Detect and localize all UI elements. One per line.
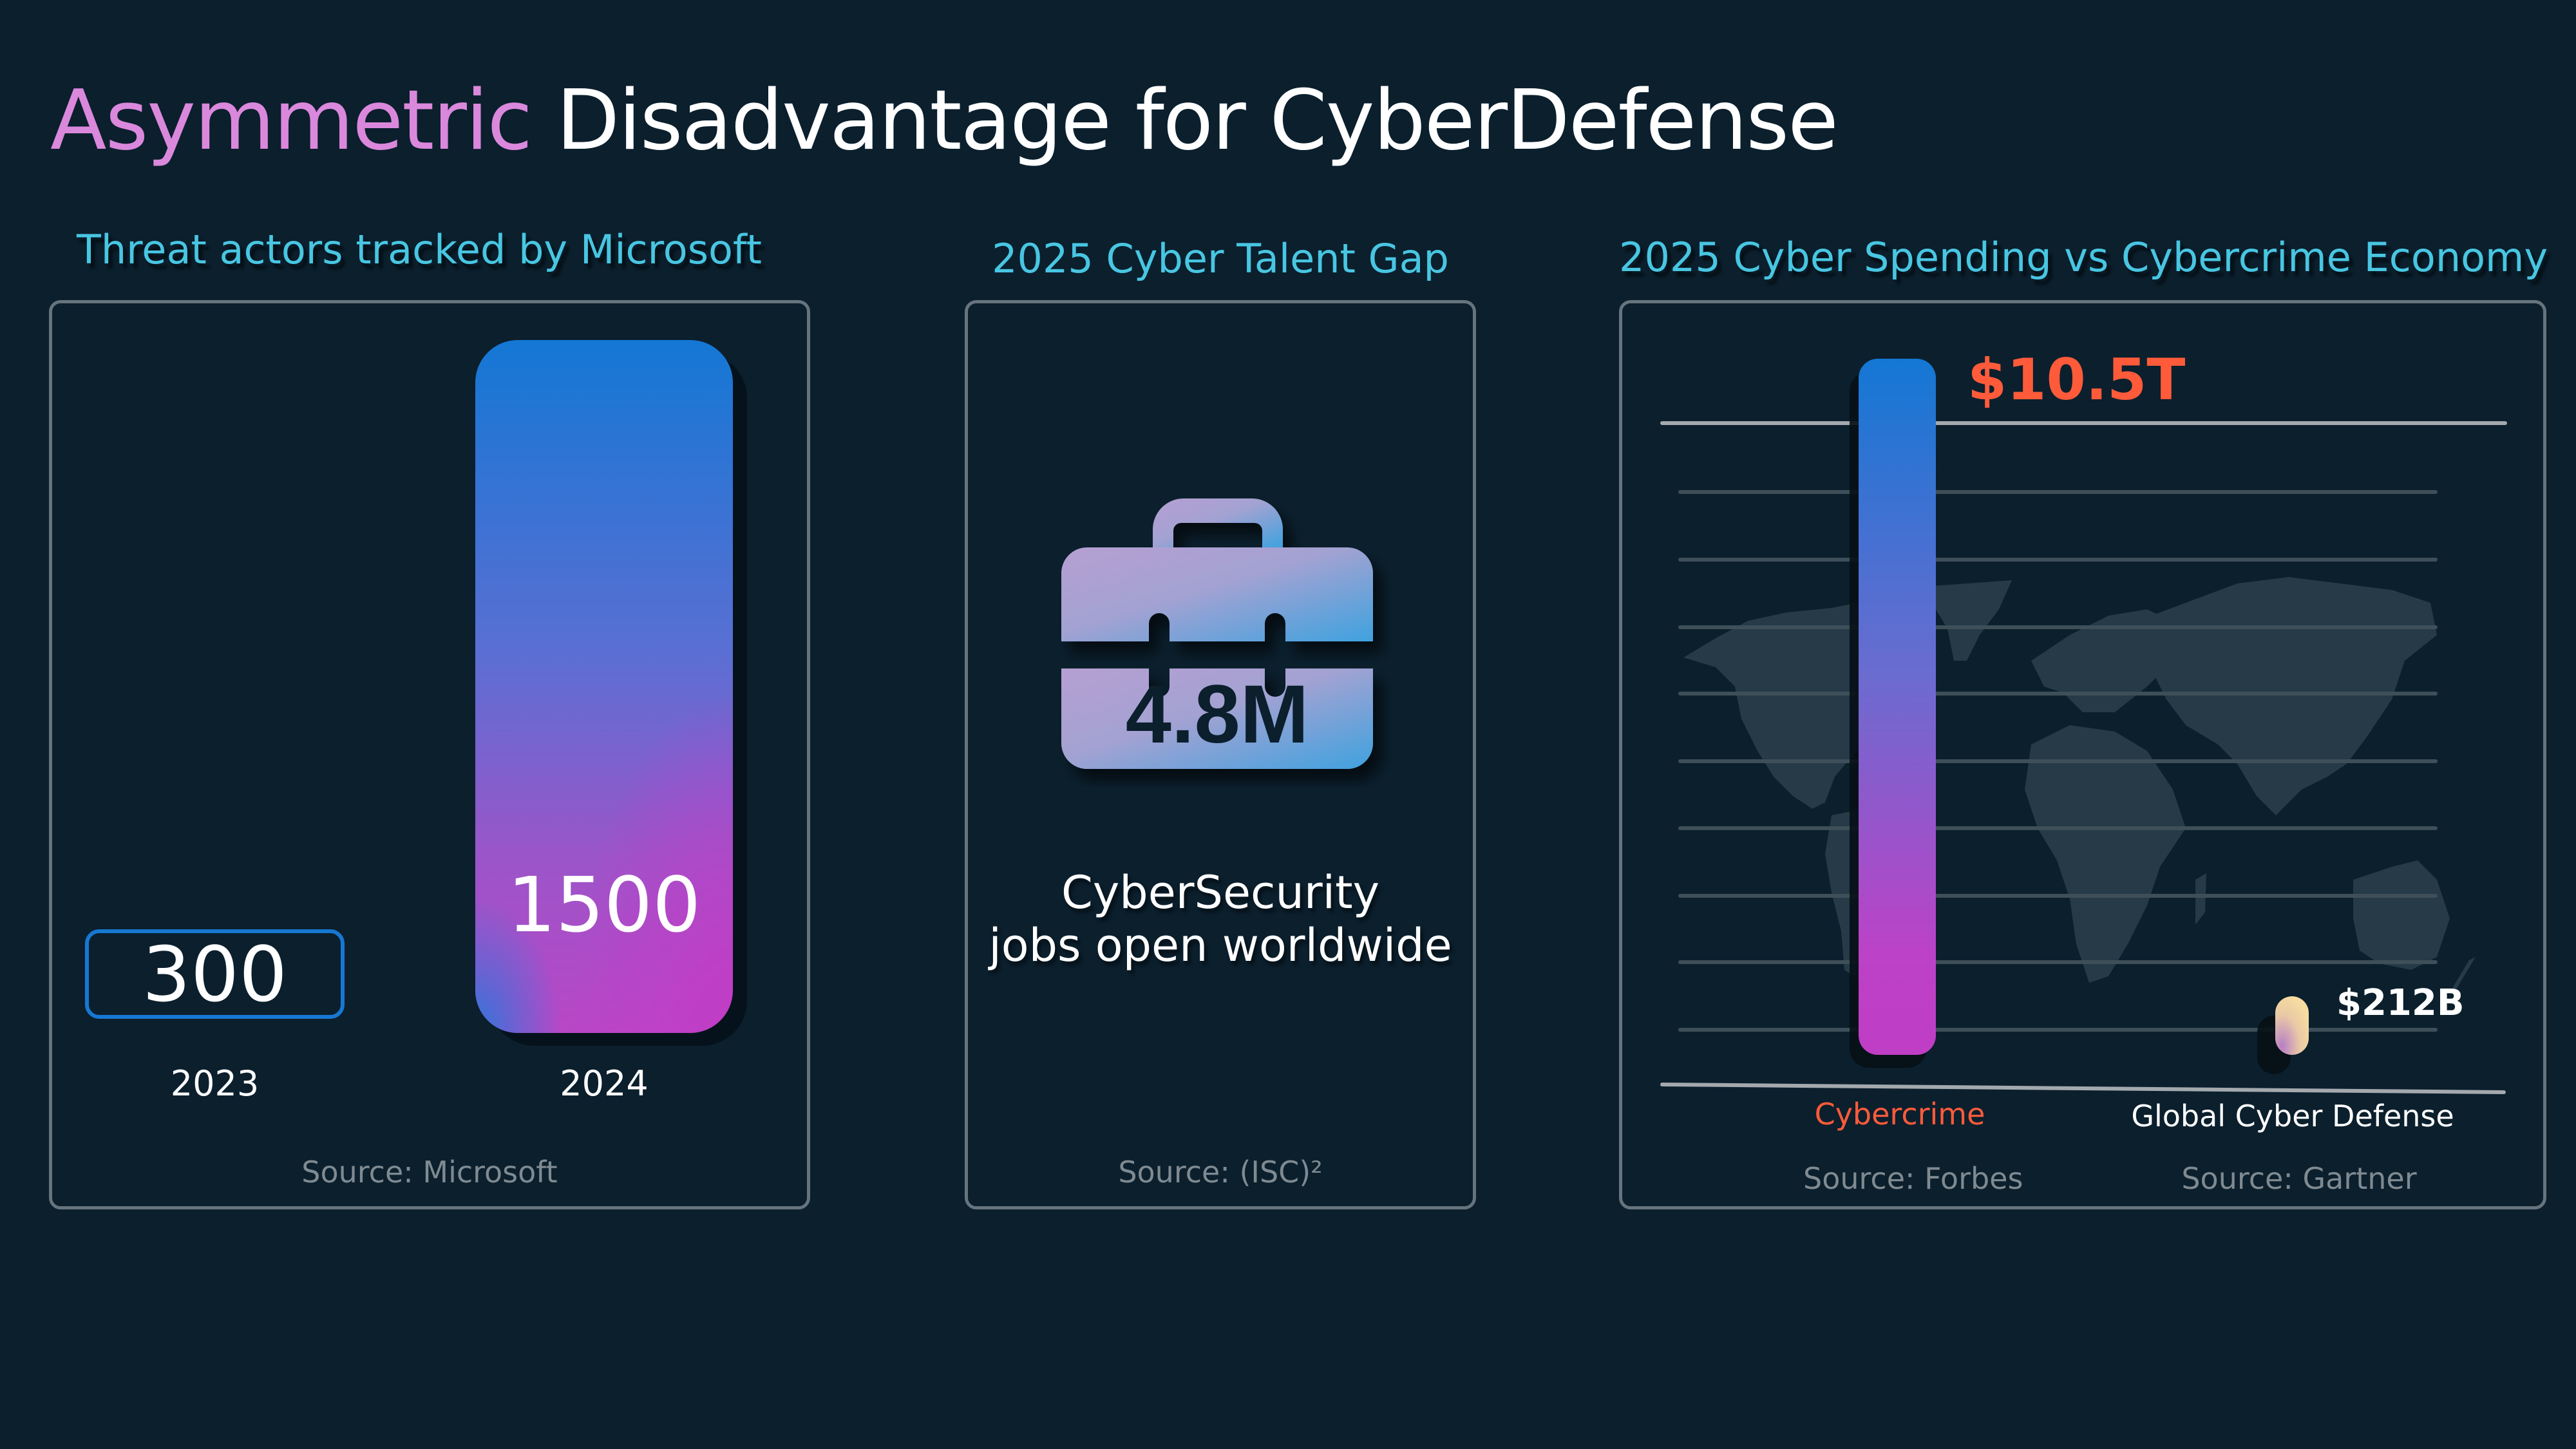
world-map-icon: [1683, 577, 2476, 992]
bar-2023-value: 300: [142, 929, 288, 1019]
map-greenland: [1922, 580, 2012, 661]
defense-value: $212B: [2336, 982, 2465, 1024]
year-label-2023: 2023: [170, 1063, 260, 1104]
threat-actors-title: Threat actors tracked by Microsoft: [77, 226, 762, 273]
talent-gap-source: Source: (ISC)²: [1118, 1155, 1323, 1189]
map-africa: [2025, 725, 2186, 983]
map-north-america: [1683, 596, 1902, 809]
spending-chart: [1660, 359, 2507, 1094]
map-asia: [2134, 577, 2437, 815]
bar-2024: [475, 340, 733, 1033]
threat-actors-source: Source: Microsoft: [301, 1155, 558, 1189]
bar-2023: 300: [85, 929, 345, 1019]
briefcase-icon: [1061, 498, 1373, 769]
bar-global-cyber-defense: [2275, 996, 2309, 1055]
page-title-accent: Asymmetric: [50, 73, 533, 169]
talent-gap-value: 4.8M: [1125, 668, 1309, 761]
map-australia: [2353, 860, 2450, 970]
talent-gap-title: 2025 Cyber Talent Gap: [992, 235, 1449, 282]
year-label-2024: 2024: [560, 1063, 649, 1104]
talent-gap-description: CyberSecurity jobs open worldwide: [965, 866, 1476, 972]
talent-gap-description-line2: jobs open worldwide: [989, 919, 1452, 972]
spending-title: 2025 Cyber Spending vs Cybercrime Econom…: [1619, 234, 2548, 281]
bar-cybercrime: [1859, 359, 1936, 1055]
defense-source: Source: Gartner: [2181, 1161, 2417, 1196]
cybercrime-source: Source: Forbes: [1803, 1161, 2023, 1196]
gridlines: [1678, 490, 2438, 1032]
bar-2024-value: 1500: [507, 860, 701, 949]
cybercrime-value: $10.5T: [1967, 346, 2186, 413]
cybercrime-label: Cybercrime: [1814, 1097, 1985, 1132]
talent-gap-description-line1: CyberSecurity: [1061, 866, 1380, 919]
map-europe: [2031, 609, 2173, 712]
map-madagascar: [2195, 873, 2206, 925]
map-new-zealand: [2450, 957, 2476, 992]
defense-label: Global Cyber Defense: [2131, 1099, 2454, 1133]
page-title: Asymmetric Disadvantage for CyberDefense: [50, 70, 1839, 173]
baseline: [1660, 1083, 2506, 1094]
page-title-rest: Disadvantage for CyberDefense: [531, 73, 1839, 169]
